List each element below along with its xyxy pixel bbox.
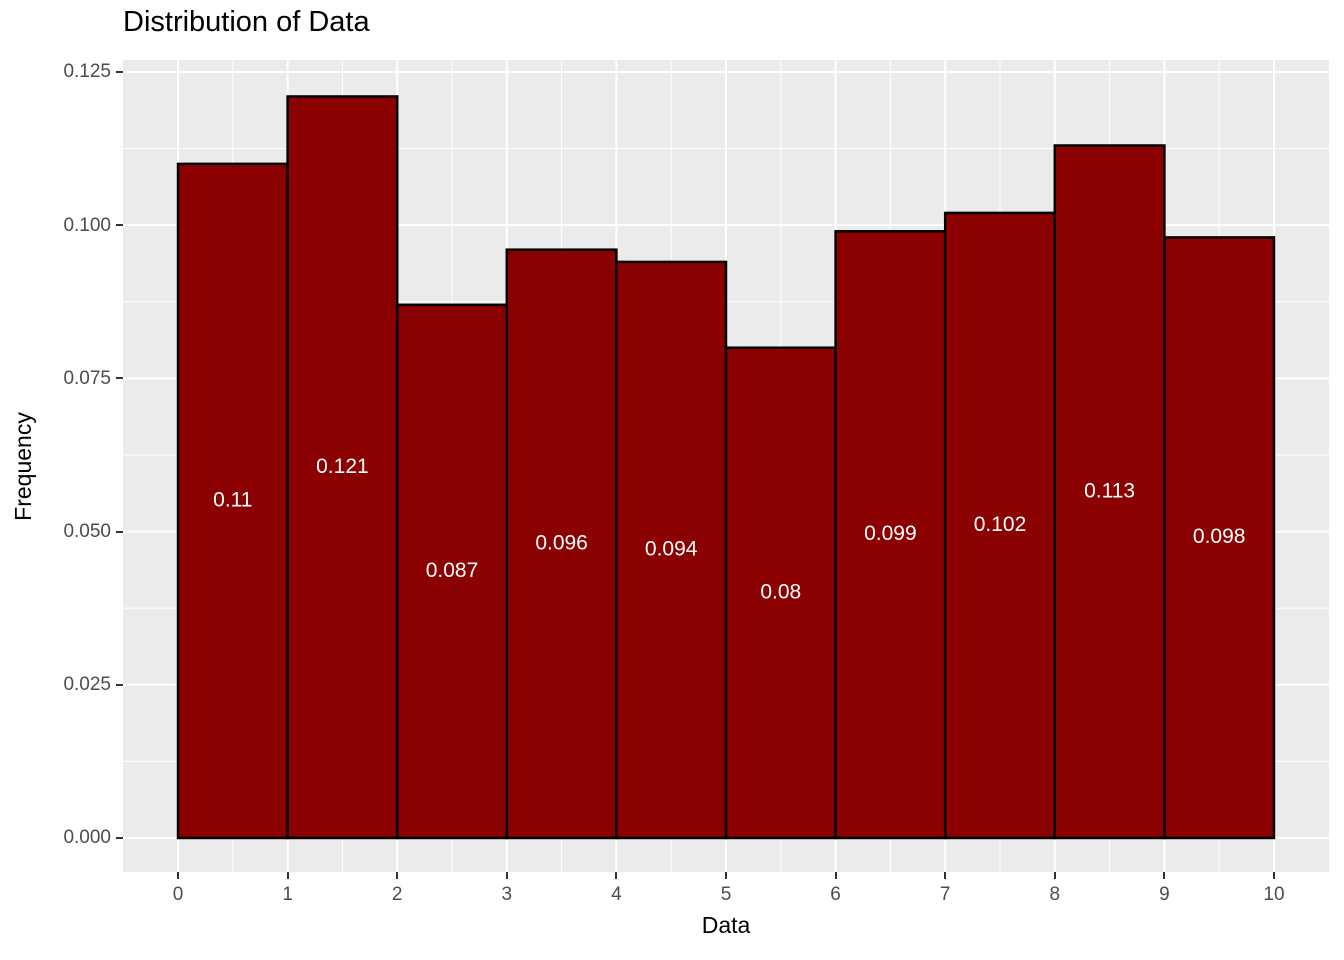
x-axis-title: Data: [701, 912, 751, 938]
histogram-bar: [615, 260, 728, 840]
x-axis-tick-mark: [1272, 872, 1275, 879]
bar-value-label: 0.11: [213, 488, 252, 511]
y-tick-label: 0.050: [63, 521, 111, 543]
y-tick-label: 0.075: [63, 367, 111, 389]
x-axis-tick-mark: [177, 872, 180, 879]
histogram-svg: 0.11 0.121 0.087 0.096 0.094 0.08 0.099 0.102 0.…: [123, 60, 1329, 872]
y-axis-tick-mark: [116, 224, 123, 227]
x-tick-label: 2: [391, 884, 403, 905]
x-axis-tick-mark: [615, 872, 618, 879]
y-axis-title: Frequency: [6, 60, 40, 872]
y-axis-title-text: Frequency: [9, 411, 36, 521]
y-tick-label: 0.100: [63, 214, 111, 236]
x-tick-label: 0: [172, 884, 184, 905]
histogram-bar: [724, 346, 837, 840]
y-tick-label: 0.000: [63, 827, 111, 849]
bar-value-label: 0.098: [1193, 525, 1246, 548]
x-tick-label: 7: [939, 884, 951, 905]
x-axis-tick-mark: [286, 872, 289, 879]
bar-value-label: 0.102: [974, 513, 1027, 536]
bar-value-label: 0.121: [316, 455, 369, 478]
x-axis-tick-mark: [834, 872, 837, 879]
bar-value-label: 0.113: [1084, 479, 1135, 502]
y-axis-tick-mark: [116, 836, 123, 839]
x-tick-label: 8: [1049, 884, 1061, 905]
x-tick-label: 5: [720, 884, 732, 905]
x-tick-label: 10: [1263, 884, 1285, 905]
chart-panel: 0.11 0.121 0.087 0.096 0.094 0.08 0.099 0.102 0.…: [123, 60, 1329, 872]
x-tick-label: 1: [282, 884, 293, 905]
x-tick-label: 6: [830, 884, 841, 905]
x-tick-label: 3: [501, 884, 513, 905]
histogram-bar: [834, 230, 947, 840]
y-tick-label: 0.125: [63, 61, 111, 83]
y-axis-tick-mark: [116, 530, 123, 533]
histogram-bar: [286, 95, 399, 840]
y-axis-tick-mark: [116, 683, 123, 686]
histogram-bar: [1163, 236, 1276, 840]
histogram-bar: [943, 211, 1057, 840]
x-axis-tick-mark: [1163, 872, 1166, 879]
x-tick-label: 9: [1159, 884, 1170, 905]
y-tick-label: 0.025: [63, 674, 111, 696]
histogram-bar: [395, 303, 509, 840]
bar-value-label: 0.099: [864, 522, 917, 545]
x-axis-tick-mark: [396, 872, 399, 879]
y-axis-tick-mark: [116, 70, 123, 73]
x-axis-tick-mark: [1053, 872, 1056, 879]
x-axis-tick-mark: [725, 872, 727, 879]
bar-value-label: 0.087: [426, 559, 479, 582]
x-axis-tick-mark: [505, 872, 508, 879]
bar-value-label: 0.08: [760, 580, 801, 603]
x-tick-label: 4: [611, 884, 622, 905]
bar-value-label: 0.096: [535, 531, 588, 554]
bar-value-label: 0.094: [645, 538, 698, 561]
histogram-bar: [505, 248, 618, 840]
x-axis-tick-mark: [944, 872, 947, 879]
chart-title: Distribution of Data: [123, 6, 370, 38]
y-axis-tick-mark: [116, 377, 123, 380]
histogram-bar: [176, 162, 289, 840]
